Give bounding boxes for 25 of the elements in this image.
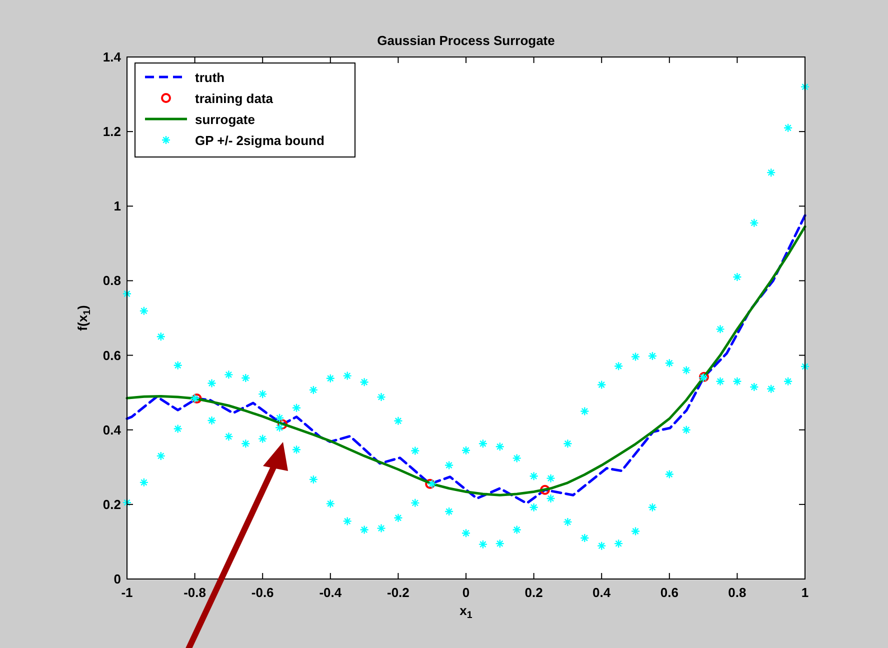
x-tick-label: -0.2 — [386, 585, 410, 600]
x-tick-label: -1 — [121, 585, 133, 600]
legend-label: training data — [195, 91, 274, 106]
legend-label: GP +/- 2sigma bound — [195, 133, 324, 148]
x-axis-title: x$_{1}$ — [460, 603, 473, 621]
x-tick-label: 0.4 — [592, 585, 612, 600]
y-tick-label: 0.8 — [102, 273, 121, 288]
y-tick-label: 1 — [114, 198, 121, 214]
y-tick-label: 0.2 — [102, 496, 121, 512]
x-tick-label: 0.6 — [660, 585, 678, 600]
x-tick-label: -0.4 — [319, 585, 342, 600]
x-tick-label: -0.6 — [251, 585, 274, 600]
y-tick-label: 0.4 — [102, 422, 122, 438]
legend-label: truth — [195, 70, 225, 85]
x-tick-label: 1 — [801, 585, 809, 600]
x-tick-label: 0.2 — [524, 585, 543, 600]
y-tick-label: 1.2 — [102, 124, 121, 140]
x-tick-label: 0 — [462, 585, 470, 600]
y-tick-label: 0 — [114, 572, 121, 586]
legend-label: surrogate — [195, 112, 255, 127]
y-tick-label: 1.4 — [102, 50, 122, 64]
x-tick-label: 0.8 — [728, 585, 746, 600]
chart-title: Gaussian Process Surrogate — [377, 33, 555, 48]
y-tick-label: 0.6 — [102, 348, 121, 363]
x-tick-label: -0.8 — [184, 585, 206, 600]
